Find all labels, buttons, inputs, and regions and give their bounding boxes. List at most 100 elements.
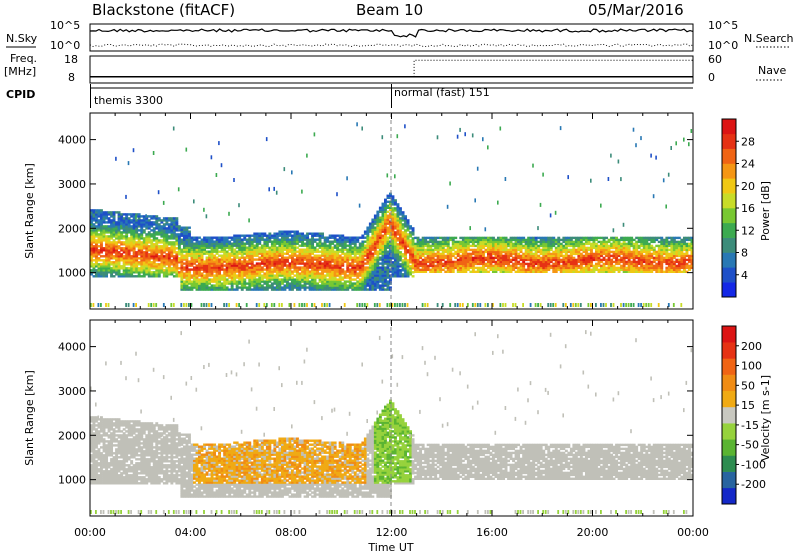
heatmap-cell: [253, 264, 257, 267]
heatmap-cell: [110, 247, 114, 250]
heatmap-cell: [311, 256, 315, 259]
heatmap-cell: [147, 225, 151, 228]
heatmap-cell: [376, 218, 380, 221]
heatmap-cell: [293, 236, 297, 239]
heatmap-cell: [218, 240, 222, 243]
heatmap-cell: [293, 268, 297, 271]
heatmap-cell: [373, 220, 377, 223]
cpid-segment-1: themis 3300: [94, 94, 163, 107]
heatmap-cell: [215, 252, 219, 255]
heatmap-cell: [110, 211, 114, 214]
heatmap-cell: [386, 226, 390, 229]
heatmap-cell: [97, 257, 101, 260]
heatmap-cell: [165, 269, 169, 272]
heatmap-cell: [286, 282, 289, 285]
heatmap-cell: [100, 229, 103, 232]
heatmap-cell: [368, 238, 372, 241]
heatmap-cell: [162, 255, 166, 258]
heatmap-cell: [198, 236, 201, 239]
heatmap-cell: [172, 269, 176, 272]
heatmap-cell: [275, 236, 279, 239]
heatmap-cell: [235, 270, 239, 273]
heatmap-cell: [275, 238, 279, 241]
heatmap-cell: [361, 264, 365, 267]
heatmap-cell: [311, 278, 315, 281]
heatmap-cell: [140, 249, 144, 252]
heatmap-cell: [185, 288, 189, 291]
heatmap-cell: [283, 274, 287, 277]
heatmap-cell: [190, 274, 194, 277]
heatmap-cell: [326, 248, 330, 251]
heatmap-cell: [115, 271, 119, 274]
heatmap-cell: [281, 280, 284, 283]
heatmap-cell: [590, 236, 593, 240]
heatmap-cell: [97, 209, 101, 212]
heatmap-cell: [286, 264, 289, 267]
heatmap-cell: [313, 256, 317, 259]
heatmap-cell: [235, 268, 239, 271]
heatmap-cell: [92, 233, 96, 236]
heatmap-cell: [373, 266, 377, 269]
heatmap-cell: [333, 284, 337, 287]
heatmap-cell: [122, 261, 126, 264]
heatmap-cell: [193, 262, 196, 265]
heatmap-cell: [135, 231, 139, 234]
heatmap-cell: [95, 251, 98, 254]
heatmap-cell: [466, 236, 470, 240]
heatmap-cell: [102, 259, 106, 262]
heatmap-cell: [451, 260, 455, 264]
heatmap-cell: [373, 242, 377, 245]
heatmap-cell: [240, 288, 244, 291]
heatmap-cell: [268, 268, 272, 271]
heatmap-cell: [328, 252, 332, 255]
heatmap-cell: [291, 258, 294, 261]
heatmap-cell: [142, 271, 146, 274]
heatmap-cell: [298, 250, 302, 253]
heatmap-cell: [135, 257, 139, 260]
heatmap-cell: [293, 264, 297, 267]
heatmap-cell: [336, 278, 340, 281]
heatmap-cell: [177, 225, 181, 228]
heatmap-cell: [142, 237, 146, 240]
heatmap-cell: [167, 273, 171, 276]
heatmap-cell: [115, 273, 119, 276]
heatmap-cell: [321, 236, 325, 239]
heatmap-cell: [263, 282, 267, 285]
heatmap-cell: [210, 258, 214, 261]
heatmap-cell: [160, 251, 164, 254]
heatmap-cell: [248, 252, 252, 255]
heatmap-cell: [200, 272, 204, 275]
heatmap-cell: [110, 221, 114, 224]
heatmap-cell: [341, 240, 345, 243]
heatmap-cell: [172, 267, 176, 270]
heatmap-cell: [378, 248, 382, 251]
heatmap-cell: [240, 280, 244, 283]
heatmap-cell: [278, 272, 282, 275]
heatmap-cell: [273, 248, 277, 251]
heatmap-cell: [107, 235, 111, 238]
heatmap-cell: [336, 264, 340, 267]
heatmap-cell: [341, 284, 345, 287]
heatmap-cell: [376, 278, 380, 281]
heatmap-cell: [321, 252, 325, 255]
heatmap-cell: [281, 244, 284, 247]
heatmap-cell: [328, 282, 332, 285]
heatmap-cell: [243, 258, 247, 261]
heatmap-cell: [303, 274, 307, 277]
heatmap-cell: [260, 238, 264, 241]
heatmap-cell: [132, 263, 136, 266]
heatmap-cell: [170, 229, 174, 232]
heatmap-cell: [243, 238, 247, 241]
heatmap-cell: [263, 248, 267, 251]
heatmap-cell: [175, 267, 179, 270]
heatmap-cell: [175, 229, 179, 232]
heatmap-cell: [240, 272, 244, 275]
heatmap-cell: [135, 271, 139, 274]
heatmap-cell: [572, 240, 576, 244]
heatmap-cell: [250, 254, 254, 257]
noise-panel-frame: [89, 23, 694, 52]
heatmap-cell: [268, 258, 272, 261]
heatmap-cell: [233, 264, 237, 267]
heatmap-cell: [366, 244, 370, 247]
heatmap-cell: [122, 237, 126, 240]
